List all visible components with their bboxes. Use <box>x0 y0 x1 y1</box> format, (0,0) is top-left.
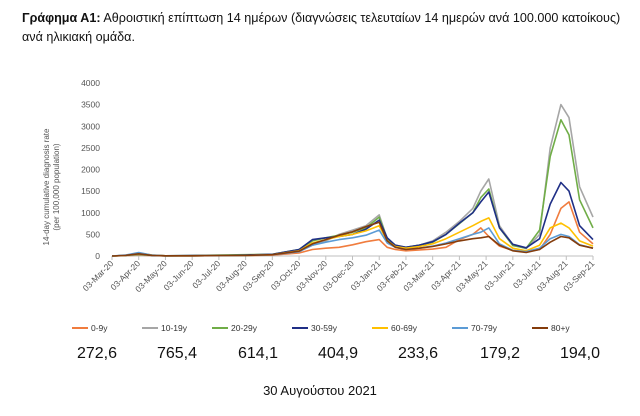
legend: 0-9y 10-19y 20-29y 30-59y 60-69y 70-79y 80+y <box>72 323 570 333</box>
legend-label: 20-29y <box>231 323 258 333</box>
legend-label: 10-19y <box>161 323 188 333</box>
date-caption: 30 Αυγούστου 2021 <box>263 383 377 398</box>
x-axis-ticks: 03-Mar-2003-Apr-2003-May-2003-Jun-2003-J… <box>81 256 597 294</box>
age-group-value: 765,4 <box>156 345 198 362</box>
series-line-80+y <box>111 221 594 257</box>
legend-label: 60-69y <box>391 323 418 333</box>
series-line-10-19y <box>111 103 594 257</box>
age-group-value: 614,1 <box>237 345 279 362</box>
y-axis-label: 14-day cumulative diagnosis rate (per 10… <box>42 128 61 246</box>
legend-label: 0-9y <box>91 323 108 333</box>
y-tick-label: 0 <box>95 251 100 261</box>
y-tick-label: 3500 <box>81 100 100 110</box>
y-tick-label: 2000 <box>81 165 100 175</box>
age-group-value: 404,9 <box>317 345 359 362</box>
y-tick-label: 3000 <box>81 121 100 131</box>
line-chart: 14-day cumulative diagnosis rate (per 10… <box>42 78 597 333</box>
legend-label: 80+y <box>551 323 570 333</box>
y-tick-label: 4000 <box>81 78 100 88</box>
y-axis-label-line2: (per 100,000 population) <box>52 143 61 231</box>
y-tick-label: 1500 <box>81 186 100 196</box>
y-tick-label: 500 <box>86 229 100 239</box>
series-line-60-69y <box>111 217 594 257</box>
age-group-value: 272,6 <box>76 345 118 362</box>
series-lines <box>111 103 594 257</box>
legend-label: 30-59y <box>311 323 338 333</box>
y-tick-label: 2500 <box>81 143 100 153</box>
y-tick-label: 1000 <box>81 208 100 218</box>
age-group-values-row: 272,6 765,4 614,1 404,9 233,6 179,2 194,0 <box>0 345 640 369</box>
chart-title: Γράφημα Α1: Αθροιστική επίπτωση 14 ημέρω… <box>22 9 622 47</box>
age-group-value: 233,6 <box>397 345 439 362</box>
legend-label: 70-79y <box>471 323 498 333</box>
title-text: Αθροιστική επίπτωση 14 ημέρων (διαγνώσει… <box>22 11 621 44</box>
y-axis-ticks: 0 500 1000 1500 2000 2500 3000 3500 4000 <box>81 78 100 261</box>
y-axis-label-line1: 14-day cumulative diagnosis rate <box>42 128 51 246</box>
age-group-value: 179,2 <box>479 345 521 362</box>
series-line-20-29y <box>111 118 594 257</box>
title-prefix: Γράφημα Α1: <box>22 11 101 25</box>
age-group-value: 194,0 <box>559 345 601 362</box>
